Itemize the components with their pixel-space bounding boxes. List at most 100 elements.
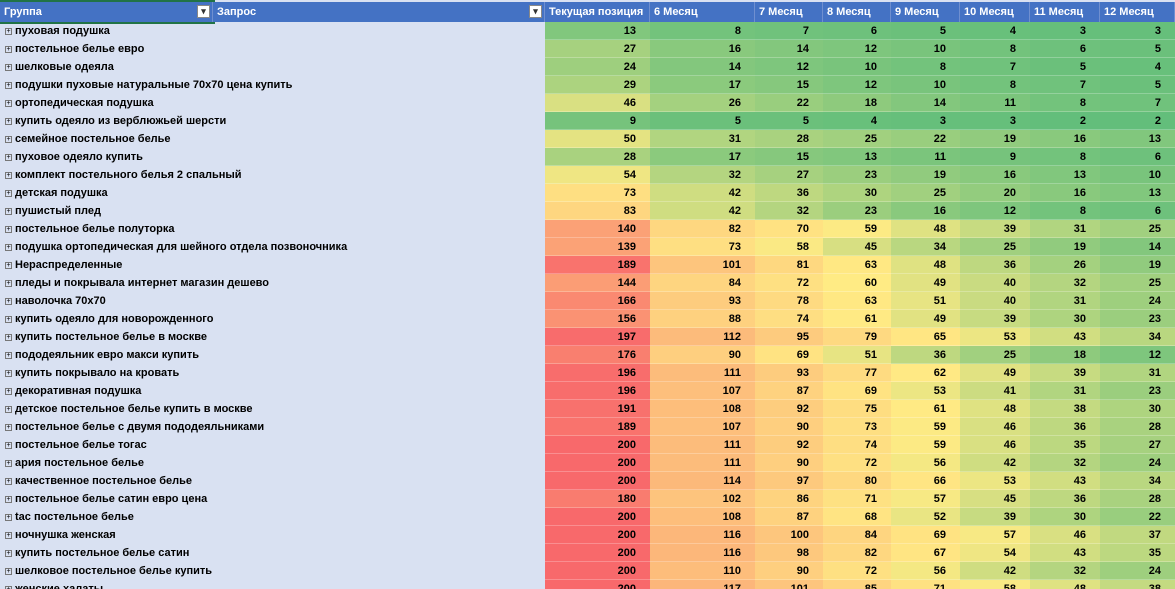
expand-icon[interactable]: + [5, 298, 12, 305]
value-cell: 63 [823, 256, 891, 274]
value-cell: 39 [960, 508, 1030, 526]
value-cell: 31 [1100, 364, 1175, 382]
value-cell: 25 [960, 238, 1030, 256]
value-cell: 68 [823, 508, 891, 526]
expand-icon[interactable]: + [5, 46, 12, 53]
value-cell: 116 [650, 544, 755, 562]
value-cell: 11 [960, 94, 1030, 112]
value-cell: 71 [823, 490, 891, 508]
column-header[interactable]: Группа ▾ [0, 0, 215, 24]
value-cell: 12 [823, 40, 891, 58]
expand-icon[interactable]: + [5, 64, 12, 71]
value-cell: 58 [960, 580, 1030, 589]
value-cell: 40 [960, 292, 1030, 310]
column-header[interactable]: 8 Месяц [823, 2, 891, 22]
value-cell: 31 [1030, 382, 1100, 400]
expand-icon[interactable]: + [5, 532, 12, 539]
value-cell: 111 [650, 454, 755, 472]
value-cell: 25 [1100, 220, 1175, 238]
expand-icon[interactable]: + [5, 352, 12, 359]
expand-icon[interactable]: + [5, 388, 12, 395]
expand-icon[interactable]: + [5, 118, 12, 125]
value-cell: 9 [960, 148, 1030, 166]
value-cell: 46 [545, 94, 650, 112]
column-header[interactable]: 11 Месяц [1030, 2, 1100, 22]
expand-icon[interactable]: + [5, 136, 12, 143]
query-text: купить постельное белье сатин [15, 547, 190, 559]
expand-icon[interactable]: + [5, 154, 12, 161]
expand-icon[interactable]: + [5, 496, 12, 503]
expand-icon[interactable]: + [5, 586, 12, 589]
value-cell: 86 [755, 490, 823, 508]
column-header[interactable]: 7 Месяц [755, 2, 823, 22]
value-cell: 200 [545, 508, 650, 526]
value-cell: 39 [960, 310, 1030, 328]
value-cell: 74 [755, 310, 823, 328]
query-cell: + купить постельное белье в москве [0, 328, 545, 346]
filter-button[interactable]: ▾ [197, 5, 210, 18]
value-cell: 5 [891, 22, 960, 40]
expand-icon[interactable]: + [5, 568, 12, 575]
expand-icon[interactable]: + [5, 514, 12, 521]
query-cell: + купить одеяло из верблюжьей шерсти [0, 112, 545, 130]
value-cell: 16 [891, 202, 960, 220]
expand-icon[interactable]: + [5, 172, 12, 179]
value-cell: 197 [545, 328, 650, 346]
expand-icon[interactable]: + [5, 190, 12, 197]
query-cell: +женские халаты [0, 580, 545, 589]
expand-icon[interactable]: + [5, 262, 12, 269]
value-cell: 25 [891, 184, 960, 202]
query-text: tac постельное белье [15, 511, 134, 523]
expand-icon[interactable]: + [5, 244, 12, 251]
value-cell: 72 [755, 274, 823, 292]
value-cell: 200 [545, 436, 650, 454]
expand-icon[interactable]: + [5, 370, 12, 377]
expand-icon[interactable]: + [5, 424, 12, 431]
value-cell: 49 [891, 274, 960, 292]
filter-button[interactable]: ▾ [529, 5, 542, 18]
value-cell: 43 [1030, 472, 1100, 490]
expand-icon[interactable]: + [5, 442, 12, 449]
expand-icon[interactable]: + [5, 334, 12, 341]
query-text: подушки пуховые натуральные 70х70 цена к… [15, 79, 293, 91]
query-text: комплект постельного белья 2 спальный [15, 169, 242, 181]
value-cell: 81 [755, 256, 823, 274]
column-header[interactable]: 9 Месяц [891, 2, 960, 22]
value-cell: 31 [1030, 220, 1100, 238]
expand-icon[interactable]: + [5, 478, 12, 485]
column-header[interactable]: 10 Месяц [960, 2, 1030, 22]
expand-icon[interactable]: + [5, 460, 12, 467]
expand-icon[interactable]: + [5, 28, 12, 35]
value-cell: 56 [891, 562, 960, 580]
query-text: постельное белье полуторка [15, 223, 175, 235]
value-cell: 32 [650, 166, 755, 184]
value-cell: 56 [891, 454, 960, 472]
expand-icon[interactable]: + [5, 208, 12, 215]
column-header[interactable]: Текущая позиция [545, 2, 650, 22]
value-cell: 5 [650, 112, 755, 130]
column-header[interactable]: Запрос ▾ [213, 2, 545, 22]
value-cell: 7 [960, 58, 1030, 76]
expand-icon[interactable]: + [5, 82, 12, 89]
expand-icon[interactable]: + [5, 550, 12, 557]
value-cell: 51 [891, 292, 960, 310]
value-cell: 5 [755, 112, 823, 130]
expand-icon[interactable]: + [5, 280, 12, 287]
column-header[interactable]: 6 Месяц [650, 2, 755, 22]
value-cell: 108 [650, 508, 755, 526]
expand-icon[interactable]: + [5, 406, 12, 413]
value-cell: 11 [891, 148, 960, 166]
query-cell: + tac постельное белье [0, 508, 545, 526]
value-cell: 90 [755, 562, 823, 580]
value-cell: 10 [823, 58, 891, 76]
value-cell: 8 [960, 40, 1030, 58]
query-text: пледы и покрывала интернет магазин дешев… [15, 277, 270, 289]
expand-icon[interactable]: + [5, 100, 12, 107]
column-header[interactable]: 12 Месяц [1100, 2, 1175, 22]
value-cell: 25 [823, 130, 891, 148]
query-text: декоративная подушка [15, 385, 142, 397]
value-cell: 35 [1030, 436, 1100, 454]
expand-icon[interactable]: + [5, 316, 12, 323]
expand-icon[interactable]: + [5, 226, 12, 233]
